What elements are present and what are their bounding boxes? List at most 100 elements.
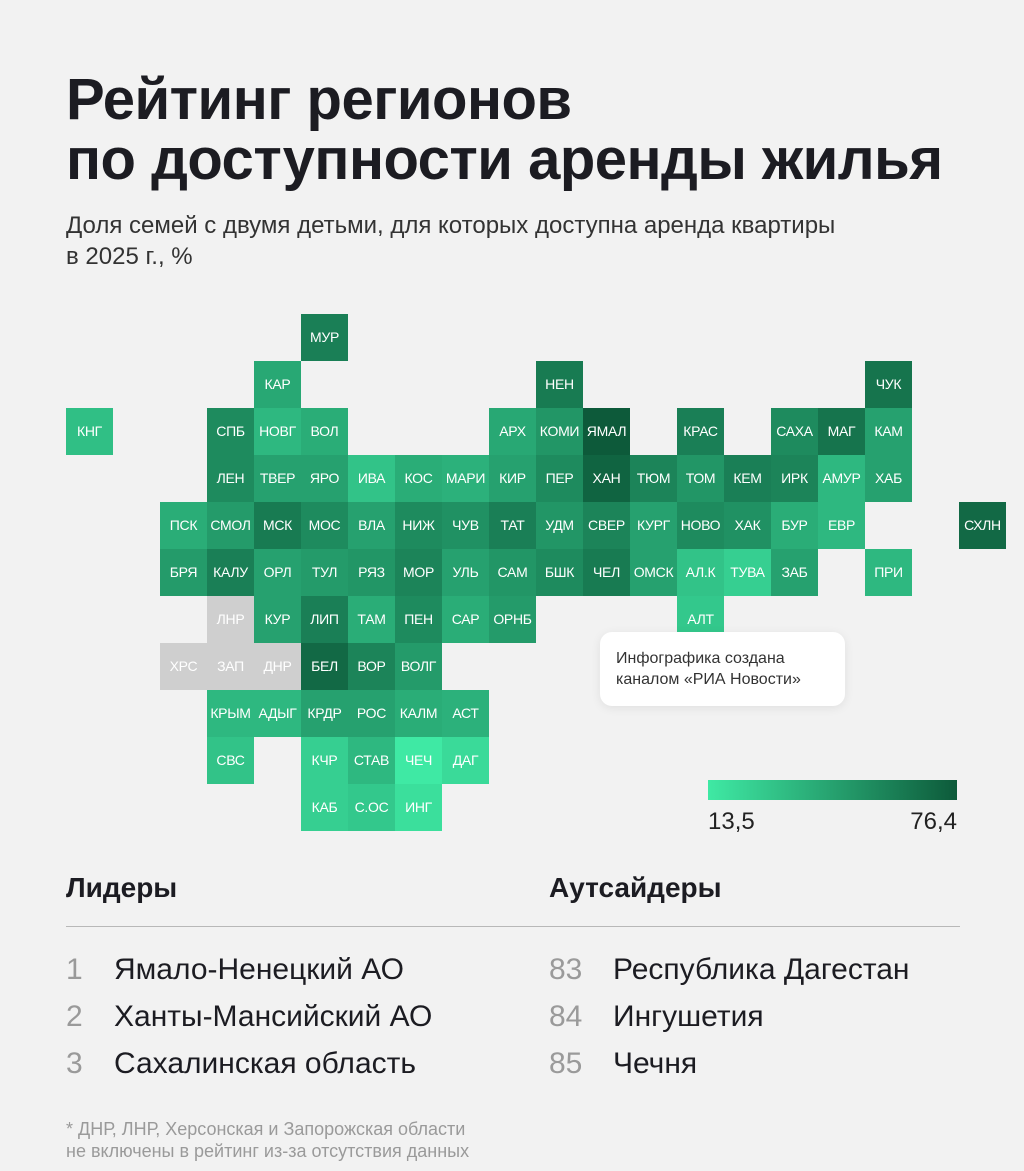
region-tile-став: СТАВ <box>348 737 395 784</box>
leader-row: 2 Ханты-Мансийский АО <box>66 999 432 1035</box>
region-tile-ямал: ЯМАЛ <box>583 408 630 455</box>
region-tile-кем: КЕМ <box>724 455 771 502</box>
region-tile-при: ПРИ <box>865 549 912 596</box>
region-tile-кур: КУР <box>254 596 301 643</box>
credit-note: Инфографика создана каналом «РИА Новости… <box>600 632 845 706</box>
region-tile-мос: МОС <box>301 502 348 549</box>
region-tile-калу: КАЛУ <box>207 549 254 596</box>
leader-rank: 3 <box>66 1047 83 1080</box>
outsider-name: Ингушетия <box>613 1000 764 1033</box>
region-tile-смол: СМОЛ <box>207 502 254 549</box>
region-tile-волг: ВОЛГ <box>395 643 442 690</box>
leader-rank: 1 <box>66 953 83 986</box>
outsider-rank: 85 <box>549 1047 583 1080</box>
leader-name: Ханты-Мансийский АО <box>114 1000 433 1033</box>
outsider-rank: 84 <box>549 1000 583 1033</box>
region-tile-аст: АСТ <box>442 690 489 737</box>
region-tile-мор: МОР <box>395 549 442 596</box>
region-tile-маг: МАГ <box>818 408 865 455</box>
region-tile-схлн: СХЛН <box>959 502 1006 549</box>
outsiders-heading: Аутсайдеры <box>549 872 722 903</box>
region-tile-зап: ЗАП <box>207 643 254 690</box>
region-tile-кар: КАР <box>254 361 301 408</box>
region-tile-вор: ВОР <box>348 643 395 690</box>
region-tile-тул: ТУЛ <box>301 549 348 596</box>
region-tile-лен: ЛЕН <box>207 455 254 502</box>
scale-max-label: 76,4 <box>910 808 957 835</box>
region-tile-ново: НОВО <box>677 502 724 549</box>
region-tile-арх: АРХ <box>489 408 536 455</box>
region-tile-хаб: ХАБ <box>865 455 912 502</box>
region-tile-свс: СВС <box>207 737 254 784</box>
scale-min-label: 13,5 <box>708 808 755 835</box>
region-tile-рос: РОС <box>348 690 395 737</box>
leader-row: 1 Ямало-Ненецкий АО <box>66 952 404 988</box>
region-tile-бшк: БШК <box>536 549 583 596</box>
region-tile-кир: КИР <box>489 455 536 502</box>
region-tile-новг: НОВГ <box>254 408 301 455</box>
region-tile-орл: ОРЛ <box>254 549 301 596</box>
region-tile-кос: КОС <box>395 455 442 502</box>
region-tile-хрс: ХРС <box>160 643 207 690</box>
region-tile-чеч: ЧЕЧ <box>395 737 442 784</box>
footnote-line-1: * ДНР, ЛНР, Херсонская и Запорожская обл… <box>66 1119 466 1139</box>
region-tile-сам: САМ <box>489 549 536 596</box>
region-tile-пск: ПСК <box>160 502 207 549</box>
region-tile-пен: ПЕН <box>395 596 442 643</box>
region-tile-лип: ЛИП <box>301 596 348 643</box>
region-tile-удм: УДМ <box>536 502 583 549</box>
region-tile-твер: ТВЕР <box>254 455 301 502</box>
region-tile-пер: ПЕР <box>536 455 583 502</box>
color-scale-bar <box>708 780 957 800</box>
leader-name: Сахалинская область <box>114 1047 416 1080</box>
region-tile-бур: БУР <box>771 502 818 549</box>
region-tile-коми: КОМИ <box>536 408 583 455</box>
region-tile-ива: ИВА <box>348 455 395 502</box>
region-tile-кчр: КЧР <box>301 737 348 784</box>
region-tile-хак: ХАК <box>724 502 771 549</box>
leader-name: Ямало-Ненецкий АО <box>114 953 404 986</box>
region-tile-мск: МСК <box>254 502 301 549</box>
credit-line-1: Инфографика создана <box>616 650 785 667</box>
region-tile-спб: СПБ <box>207 408 254 455</box>
region-tile-калм: КАЛМ <box>395 690 442 737</box>
divider <box>66 926 960 927</box>
outsider-name: Республика Дагестан <box>613 953 910 986</box>
region-tile-бел: БЕЛ <box>301 643 348 690</box>
region-tile-евр: ЕВР <box>818 502 865 549</box>
region-tile-сос: С.ОС <box>348 784 395 831</box>
outsider-row: 83 Республика Дагестан <box>549 952 909 988</box>
region-tile-омск: ОМСК <box>630 549 677 596</box>
region-tile-тува: ТУВА <box>724 549 771 596</box>
region-tile-лнр: ЛНР <box>207 596 254 643</box>
title-line-1: Рейтинг регионов <box>66 67 572 132</box>
page-title: Рейтинг регионов по доступности аренды ж… <box>66 70 1006 190</box>
region-tile-уль: УЛЬ <box>442 549 489 596</box>
region-tile-даг: ДАГ <box>442 737 489 784</box>
region-tile-чел: ЧЕЛ <box>583 549 630 596</box>
region-tile-бря: БРЯ <box>160 549 207 596</box>
credit-line-2: каналом «РИА Новости» <box>616 671 801 688</box>
footnote-line-2: не включены в рейтинг из-за отсутствия д… <box>66 1141 470 1161</box>
region-tile-алк: АЛ.К <box>677 549 724 596</box>
outsider-name: Чечня <box>613 1047 698 1080</box>
subtitle-line-1: Доля семей с двумя детьми, для которых д… <box>66 212 836 239</box>
region-tile-крдр: КРДР <box>301 690 348 737</box>
region-tile-том: ТОМ <box>677 455 724 502</box>
outsider-rank: 83 <box>549 953 583 986</box>
region-tile-там: ТАМ <box>348 596 395 643</box>
title-line-2: по доступности аренды жилья <box>66 127 943 192</box>
region-tile-орнб: ОРНБ <box>489 596 536 643</box>
region-tile-хан: ХАН <box>583 455 630 502</box>
region-tile-кнг: КНГ <box>66 408 113 455</box>
footnote: * ДНР, ЛНР, Херсонская и Запорожская обл… <box>66 1118 626 1162</box>
leaders-heading: Лидеры <box>66 872 178 903</box>
region-tile-ряз: РЯЗ <box>348 549 395 596</box>
region-tile-чув: ЧУВ <box>442 502 489 549</box>
region-tile-адыг: АДЫГ <box>254 690 301 737</box>
region-tile-саха: САХА <box>771 408 818 455</box>
region-tile-свер: СВЕР <box>583 502 630 549</box>
region-tile-мур: МУР <box>301 314 348 361</box>
region-tile-сар: САР <box>442 596 489 643</box>
